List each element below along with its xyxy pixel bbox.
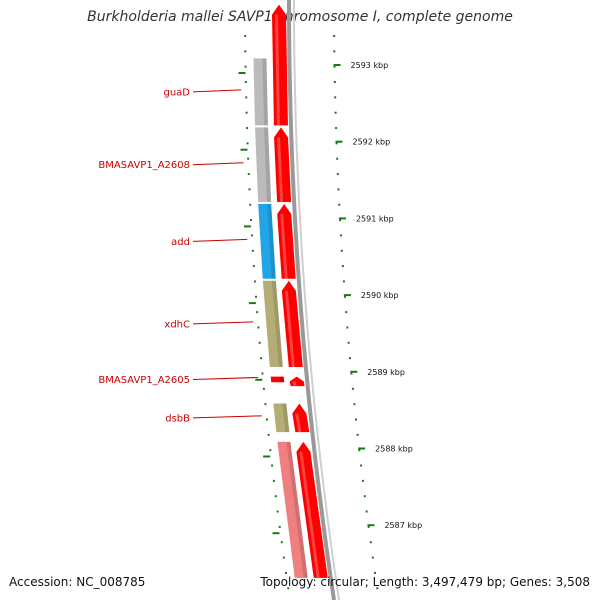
gene-bar-shade	[286, 441, 308, 578]
label-leader	[192, 415, 262, 419]
map-title: Burkholderia mallei SAVP1 chromosome I, …	[87, 9, 513, 25]
kbp-label: 2587 kbp	[384, 521, 422, 530]
accession-text: Accession: NC_008785	[9, 575, 146, 589]
cds-arrow[interactable]	[277, 204, 296, 279]
kbp-label: 2588 kbp	[375, 445, 413, 454]
cds-arrow-highlight	[275, 14, 280, 126]
gene-bar-shade	[282, 403, 290, 433]
kbp-label: 2591 kbp	[356, 214, 394, 223]
cds-arrow-highlight	[292, 381, 297, 387]
kbp-label: 2589 kbp	[367, 368, 405, 377]
gene-track	[253, 58, 308, 578]
gene-bar[interactable]	[255, 127, 272, 203]
cds-arrow[interactable]	[292, 403, 310, 433]
cds-arrow[interactable]	[296, 441, 328, 578]
kbp-label: 2593 kbp	[351, 61, 389, 70]
gene-label[interactable]: add	[171, 237, 190, 248]
gene-bar[interactable]	[258, 204, 276, 279]
kbp-label: 2592 kbp	[353, 138, 391, 147]
cds-arrow-highlight	[284, 290, 295, 367]
label-leader	[192, 238, 248, 242]
cds-arrow-highlight	[280, 214, 288, 279]
kbp-ticks: 2593 kbp 2592 kbp 2591 kbp 2590 kbp 2589 kbp…	[238, 35, 422, 590]
gene-bar-shade	[267, 204, 276, 279]
cds-track	[272, 4, 328, 578]
cds-arrow-highlight	[299, 451, 320, 578]
cds-arrow[interactable]	[274, 127, 292, 203]
gene-label[interactable]: guaD	[163, 87, 190, 98]
backbone-line	[287, 0, 336, 600]
cds-arrow[interactable]	[289, 376, 305, 387]
gene-bar-shade	[262, 58, 268, 126]
gene-label[interactable]: dsbB	[165, 413, 190, 424]
backbone-track	[287, 0, 340, 600]
topology-text: Topology: circular; Length: 3,497,479 bp…	[260, 575, 590, 589]
backbone-line	[293, 0, 340, 600]
gene-bar-shade	[279, 376, 285, 383]
gene-bar-shade	[271, 280, 283, 367]
label-leader	[192, 321, 254, 325]
label-leader	[192, 162, 244, 166]
gene-bar-shade	[264, 127, 272, 203]
gene-bar[interactable]	[277, 441, 308, 578]
gene-label[interactable]: xdhC	[164, 319, 190, 330]
gene-bar[interactable]	[273, 403, 290, 433]
cds-arrow[interactable]	[272, 4, 288, 126]
cds-arrow[interactable]	[281, 280, 303, 367]
label-leader	[192, 376, 259, 380]
gene-label[interactable]: BMASAVP1_A2608	[98, 160, 190, 171]
label-leader	[192, 89, 242, 93]
cds-arrow-highlight	[295, 413, 302, 433]
cds-arrow-highlight	[277, 137, 284, 203]
gene-bar[interactable]	[270, 376, 285, 383]
gene-bar[interactable]	[262, 280, 283, 367]
gene-label[interactable]: BMASAVP1_A2605	[98, 375, 190, 386]
gene-bar[interactable]	[253, 58, 268, 126]
kbp-label: 2590 kbp	[361, 291, 399, 300]
